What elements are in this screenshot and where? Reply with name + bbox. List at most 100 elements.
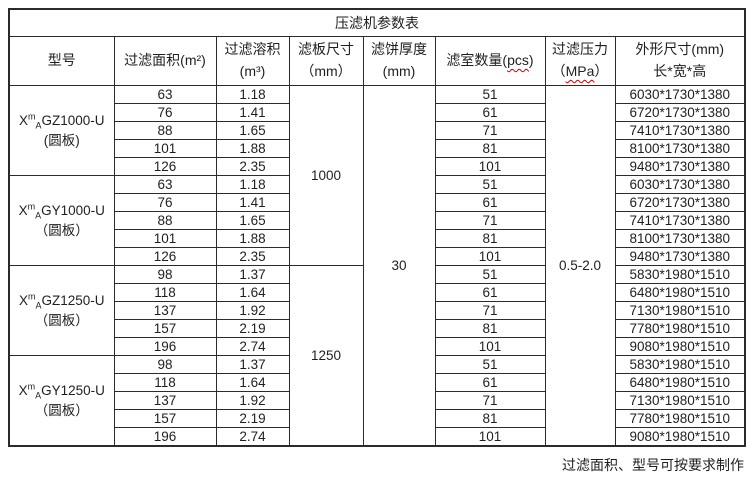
filter-area-cell: 98 [113,355,217,374]
chamber-count-cell: 61 [434,103,546,122]
header-row: 型号 过滤面积(m²) 过滤溶积 (m³) 滤板尺寸 （mm） 滤饼厚度 (mm… [8,36,746,86]
col-header-filter-volume-line2: (m³) [239,63,266,79]
filter-volume-cell: 1.64 [215,373,290,392]
model-code: XmAGZ1000-U [10,111,113,131]
chamber-count-cell: 71 [434,391,546,410]
model-code: XmAGY1250-U [10,381,113,401]
col-header-model: 型号 [8,36,115,86]
chamber-count-cell: 71 [434,121,546,140]
table-row: 196 2.74 101 9080*1980*1510 [9,427,746,447]
filter-area-cell: 88 [113,211,217,230]
dimensions-cell: 9480*1730*1380 [614,247,746,266]
col-header-pressure: 过滤压力 （MPa） [544,36,616,86]
filter-volume-cell: 1.92 [215,301,290,320]
table-row: 101 1.88 81 8100*1730*1380 [9,139,746,158]
col-header-pressure-line1: 过滤压力 [552,41,608,58]
model-plate-type: (圆板) [43,132,80,148]
model-code-subscript: A [35,390,42,401]
dimensions-cell: 7130*1980*1510 [614,301,746,320]
table-row: XmAGY1000-U （圆板） 63 1.18 51 6030*1730*1380 [8,175,746,266]
filter-volume-cell: 2.74 [215,337,290,356]
model-code: XmAGY1000-U [10,201,113,221]
chamber-count-unit: pcs [507,52,529,69]
chamber-count-cell: 81 [434,319,546,338]
filter-volume-cell: 1.65 [215,121,290,140]
dimensions-cell: 6480*1980*1510 [614,283,746,302]
model-code-main: GZ1000-U [41,112,105,128]
model-code-main: GY1000-U [41,202,105,218]
table-row: XmAGY1250-U （圆板） 98 1.37 51 5830*1980*1510 [8,355,746,447]
model-code-main: GZ1250-U [41,292,105,308]
filter-area-cell: 76 [113,193,217,212]
model-cell: XmAGY1250-U （圆板） [8,355,115,447]
chamber-count-cell: 61 [434,193,546,212]
chamber-count-cell: 81 [434,139,546,158]
col-header-dimensions-line1: 外形尺寸(mm) [635,41,725,58]
cake-thickness-cell: 30 [362,85,436,447]
col-header-filter-volume: 过滤溶积 (m³) [215,36,290,86]
filter-volume-cell: 1.65 [215,211,290,230]
dimensions-cell: 8100*1730*1380 [614,229,746,248]
dimensions-cell: 9080*1980*1510 [614,337,746,356]
model-code-subscript: A [35,120,42,131]
filter-area-cell: 126 [113,157,217,176]
filter-area-cell: 118 [113,373,217,392]
dimensions-cell: 7780*1980*1510 [614,409,746,428]
col-header-filter-area: 过滤面积(m²) [113,36,217,86]
model-code-base: X [18,382,28,398]
dimensions-cell: 6720*1730*1380 [614,103,746,122]
chamber-count-cell: 61 [434,373,546,392]
table-row: 88 1.65 71 7410*1730*1380 [9,211,746,230]
dimensions-cell: 6480*1980*1510 [614,373,746,392]
filter-area-cell: 98 [113,265,217,284]
table-row: 137 1.92 71 7130*1980*1510 [9,301,746,320]
col-header-chamber-count: 滤室数量(pcs) [434,36,546,86]
filter-area-cell: 137 [113,301,217,320]
chamber-count-cell: 101 [434,337,546,356]
model-code-main: GY1250-U [41,382,105,398]
filter-area-cell: 101 [113,139,217,158]
dimensions-cell: 7410*1730*1380 [614,211,746,230]
col-header-plate-size-line1: 滤板尺寸 [298,41,354,58]
col-header-dimensions-line2: 长*宽*高 [653,63,707,79]
dimensions-cell: 9480*1730*1380 [614,157,746,176]
table-row: XmAGZ1000-U (圆板) 63 1.18 1000 30 51 0.5-2.0 6030… [8,85,746,447]
model-cell: XmAGZ1000-U (圆板) [8,85,115,176]
col-header-filter-volume-line1: 过滤溶积 [224,41,281,58]
col-header-plate-size: 滤板尺寸 （mm） [288,36,364,86]
chamber-count-label-suffix: ) [528,52,534,69]
model-code-superscript: m [27,381,36,392]
plate-size-cell: 1000 [288,85,364,266]
chamber-count-cell: 101 [434,247,546,266]
model-code: XmAGZ1250-U [10,291,113,311]
filter-area-cell: 76 [113,103,217,122]
col-header-cake-thickness-line1: 滤饼厚度 [371,41,427,58]
model-cell: XmAGZ1250-U （圆板） [8,265,115,356]
pressure-label-suffix: ） [594,63,609,79]
filter-area-cell: 63 [113,85,217,104]
filter-area-cell: 196 [113,337,217,356]
model-code-base: X [18,202,28,218]
filter-area-cell: 157 [113,319,217,338]
col-header-pressure-line2: （MPa） [546,61,614,83]
dimensions-cell: 7130*1980*1510 [614,391,746,410]
filter-volume-cell: 1.41 [215,193,290,212]
dimensions-cell: 5830*1980*1510 [614,355,746,374]
filter-area-cell: 157 [113,409,217,428]
plate-size-cell: 1250 [288,265,364,447]
title-row: 压滤机参数表 [8,8,746,37]
chamber-count-cell: 101 [434,427,546,447]
pressure-unit: MPa [565,63,595,79]
filter-volume-cell: 1.88 [215,139,290,158]
model-plate-type: （圆板） [34,312,89,328]
filter-volume-cell: 2.74 [215,427,290,447]
chamber-count-cell: 81 [434,409,546,428]
model-cell: XmAGY1000-U （圆板） [8,175,115,266]
filter-area-cell: 126 [113,247,217,266]
dimensions-cell: 7780*1980*1510 [614,319,746,338]
filter-area-cell: 118 [113,283,217,302]
table-title: 压滤机参数表 [8,8,746,37]
chamber-count-cell: 51 [434,265,546,284]
chamber-count-cell: 51 [434,175,546,194]
